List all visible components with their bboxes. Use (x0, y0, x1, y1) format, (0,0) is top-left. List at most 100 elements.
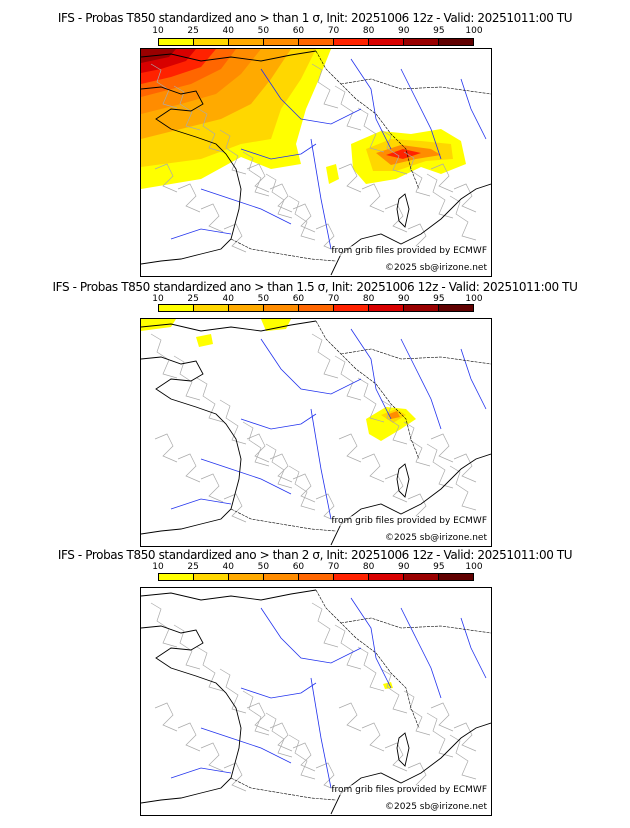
river (310, 677, 332, 789)
river (200, 727, 292, 764)
river (310, 408, 332, 520)
admin-boundary (154, 702, 178, 732)
admin-boundary (150, 63, 178, 109)
river (170, 767, 232, 779)
admin-boundary (403, 151, 431, 197)
copyright-credit: ©2025 sb@irizone.net (385, 533, 487, 543)
river (400, 338, 442, 430)
country-border (315, 589, 420, 729)
colorbar-tick-label: 80 (362, 562, 375, 572)
admin-boundary (223, 493, 247, 523)
country-border (340, 348, 491, 365)
admin-boundary (449, 465, 477, 511)
river (350, 58, 392, 150)
panel-3: IFS - Probas T850 standardized ano > tha… (0, 538, 630, 816)
river (350, 597, 392, 689)
colorbar (158, 38, 474, 46)
coastline (141, 356, 242, 535)
colorbar-segment (404, 39, 439, 45)
colorbar-tick-label: 100 (465, 294, 483, 304)
river (170, 228, 232, 240)
colorbar-tick-label: 50 (257, 562, 270, 572)
map-field (141, 589, 491, 815)
coastline (330, 183, 491, 276)
admin-boundary (426, 712, 454, 758)
admin-boundary (384, 742, 408, 772)
colorbar-tick-label: 60 (292, 562, 305, 572)
colorbar-tick-label: 100 (465, 562, 483, 572)
colorbar-segment (229, 39, 264, 45)
admin-boundary (449, 734, 477, 780)
admin-boundary (292, 203, 316, 233)
map-field (141, 49, 491, 276)
admin-boundary (173, 355, 201, 401)
colorbar-segment (194, 305, 229, 311)
country-border (315, 50, 420, 190)
panel-1: IFS - Probas T850 standardized ano > tha… (0, 0, 630, 277)
map-field (141, 319, 491, 546)
colorbar-tick-label: 40 (222, 562, 234, 572)
panel-2: IFS - Probas T850 standardized ano > tha… (0, 269, 630, 547)
country-border (230, 238, 337, 262)
admin-boundary (219, 668, 247, 714)
admin-boundary (177, 453, 201, 483)
coastline (396, 732, 410, 767)
probability-map: from grib files provided by ECMWF ©2025 … (140, 318, 492, 547)
colorbar-segment (369, 305, 404, 311)
colorbar-segment (299, 305, 334, 311)
coastline (396, 193, 410, 228)
coastline (330, 453, 491, 546)
country-border (230, 508, 337, 532)
colorbar-tick-label: 95 (433, 562, 445, 572)
colorbar-tick-label: 80 (362, 26, 375, 36)
admin-boundary (338, 702, 362, 732)
colorbar-tick-label: 25 (187, 26, 199, 36)
colorbar-tick-label: 70 (327, 562, 340, 572)
admin-boundary (246, 433, 270, 463)
country-border (340, 78, 491, 95)
coastline (396, 463, 410, 498)
country-border (315, 320, 420, 460)
river (310, 138, 332, 250)
country-border (340, 617, 491, 634)
colorbar-tick-label: 50 (257, 26, 270, 36)
colorbar-segment (299, 39, 334, 45)
admin-boundary (361, 722, 385, 752)
river (460, 617, 487, 679)
admin-boundary (315, 762, 339, 792)
colorbar-segment (404, 305, 439, 311)
colorbar-segment (159, 39, 194, 45)
colorbar-tick-label: 90 (398, 294, 410, 304)
admin-boundary (288, 734, 316, 780)
admin-boundary (426, 443, 454, 489)
source-credit: from grib files provided by ECMWF (331, 246, 487, 256)
admin-boundary (219, 399, 247, 445)
coastline (330, 722, 491, 815)
river (460, 78, 487, 140)
admin-boundary (196, 646, 224, 692)
river (170, 498, 232, 510)
admin-boundary (246, 702, 270, 732)
colorbar-segment (264, 574, 299, 580)
river (240, 143, 317, 160)
colorbar-segment (439, 305, 473, 311)
colorbar-tick-label: 40 (222, 294, 234, 304)
colorbar-tick-label: 95 (433, 26, 445, 36)
river (200, 188, 292, 225)
colorbar-tick-label: 90 (398, 562, 410, 572)
admin-boundary (361, 183, 385, 213)
admin-boundary (453, 183, 477, 213)
admin-boundary (311, 333, 339, 379)
admin-boundary (357, 646, 385, 692)
colorbar-segment (334, 305, 369, 311)
colorbar-tick-label: 95 (433, 294, 445, 304)
admin-boundary (242, 421, 270, 467)
colorbar-segment (159, 574, 194, 580)
panel-title: IFS - Probas T850 standardized ano > tha… (57, 548, 573, 562)
colorbar-segment (369, 39, 404, 45)
admin-boundary (430, 433, 454, 463)
admin-boundary (196, 107, 224, 153)
admin-boundary (380, 668, 408, 714)
copyright-credit: ©2025 sb@irizone.net (385, 802, 487, 812)
colorbar-segment (264, 39, 299, 45)
